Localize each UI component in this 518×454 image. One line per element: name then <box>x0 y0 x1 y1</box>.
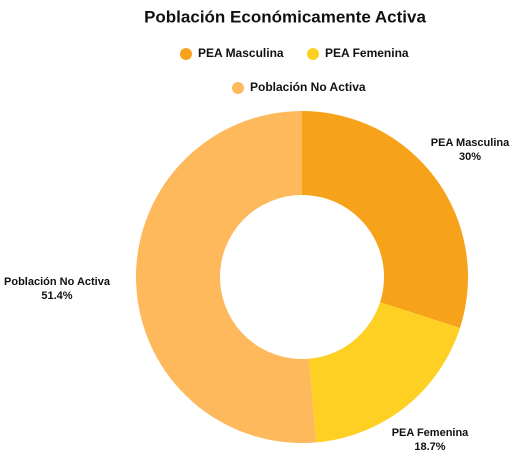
slice-value-label: 18.7% <box>414 441 445 453</box>
slice-label: Población No Activa <box>4 276 111 288</box>
slice-value-label: 30% <box>459 151 481 163</box>
pie-slice <box>308 302 460 443</box>
legend-swatch <box>180 48 192 60</box>
legend-label: PEA Femenina <box>325 46 409 60</box>
slice-value-label: 51.4% <box>41 290 72 302</box>
legend-swatch <box>307 48 319 60</box>
slice-label: PEA Masculina <box>431 137 510 149</box>
chart-title: Población Económicamente Activa <box>144 7 426 26</box>
pie-slice <box>135 111 317 443</box>
legend-swatch <box>232 82 244 94</box>
pie-slice <box>302 111 468 328</box>
legend-label: Población No Activa <box>250 80 366 94</box>
legend-label: PEA Masculina <box>198 46 284 60</box>
slice-label: PEA Femenina <box>392 427 469 439</box>
